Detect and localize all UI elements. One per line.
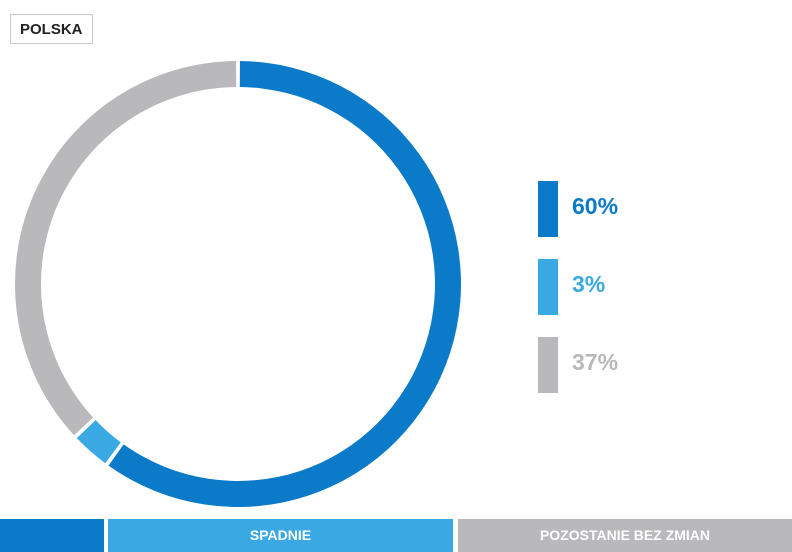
legend-value-2: 3% (572, 271, 606, 297)
legend-swatch-3 (538, 337, 558, 393)
footer-bar-1 (0, 519, 104, 552)
legend-swatch-2 (538, 259, 558, 315)
legend-value-1: 60% (572, 193, 619, 219)
donut-segment-1 (108, 61, 461, 507)
donut-segment-3 (14, 61, 237, 436)
country-badge: POLSKA (10, 14, 93, 44)
donut-chart (14, 61, 461, 507)
legend-value-3: 37% (572, 349, 619, 375)
donut-segment-2 (76, 420, 121, 464)
footer-bar-3: POZOSTANIE BEZ ZMIAN (458, 519, 792, 552)
legend-swatch-1 (538, 181, 558, 237)
footer-bar-2: SPADNIE (108, 519, 453, 552)
